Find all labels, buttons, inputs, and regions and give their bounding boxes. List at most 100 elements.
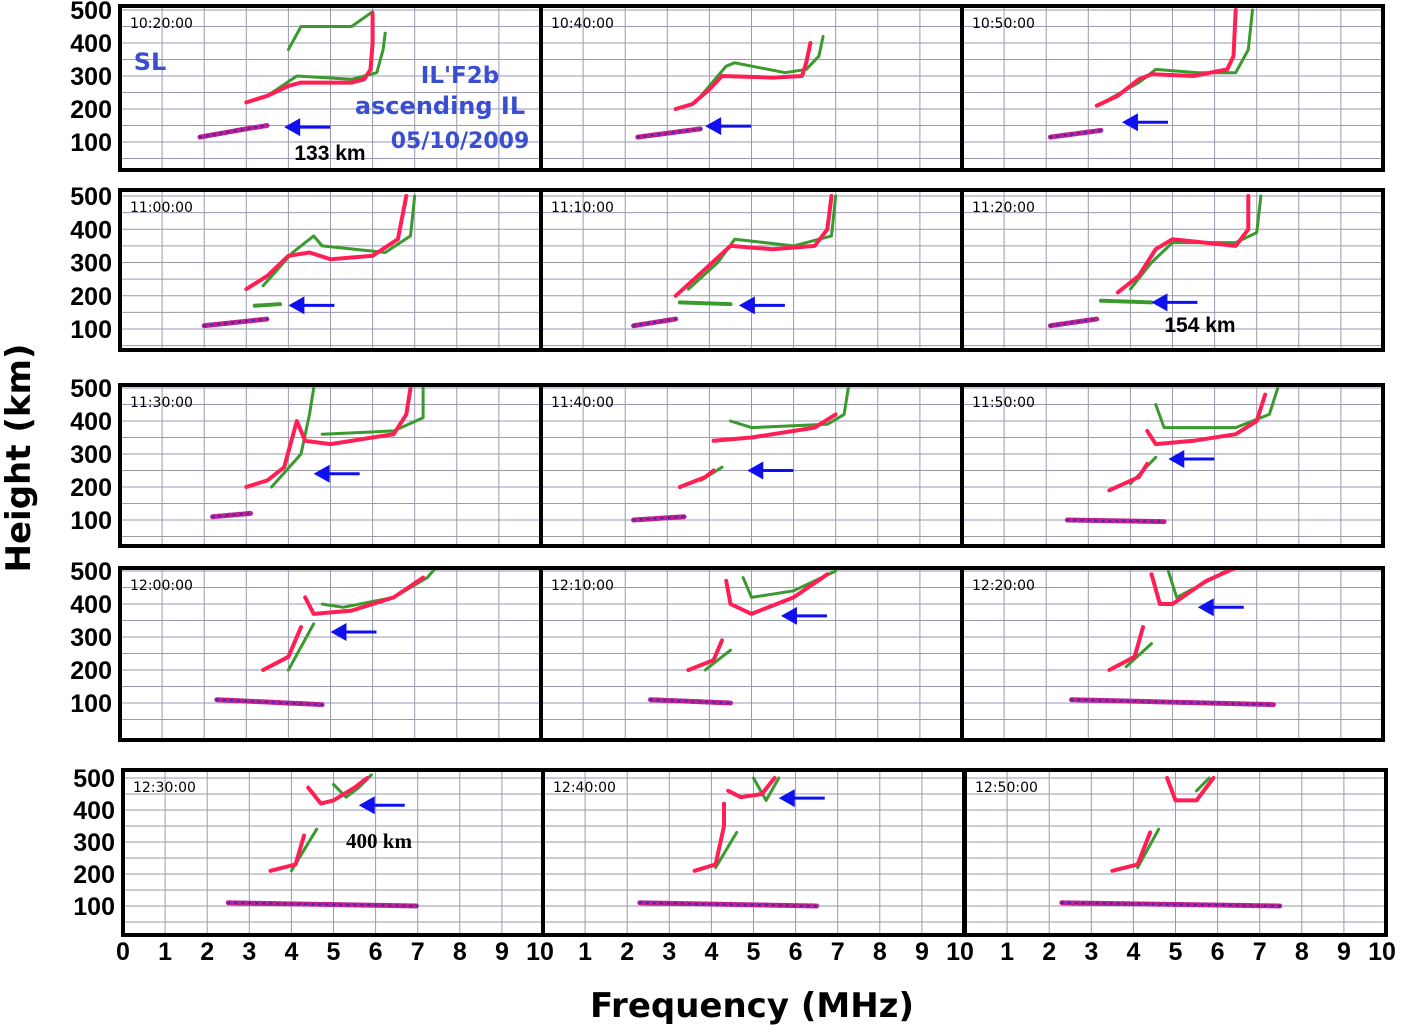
arrow-head <box>288 296 305 315</box>
es-trace <box>635 126 704 140</box>
panel-time-label: 10:50:00 <box>972 16 1035 32</box>
height-annotation: 154 km <box>1164 314 1235 337</box>
arrow-head <box>284 118 301 137</box>
es-trace-speckle <box>1070 698 1275 706</box>
es-trace-speckle <box>199 124 269 139</box>
y-tick-label: 400 <box>70 408 112 436</box>
x-tick-label: 10 <box>946 938 974 966</box>
o-mode-trace <box>673 41 813 111</box>
o-mode-trace <box>1107 461 1150 493</box>
o-mode-trace-upper <box>724 572 830 616</box>
x-tick-label: 5 <box>747 938 761 966</box>
x-tick-label: 4 <box>284 938 298 966</box>
panel-time-label: 12:40:00 <box>553 780 616 796</box>
arrow-head <box>1121 113 1138 132</box>
arrow-head <box>705 117 722 136</box>
panel-border <box>963 768 1388 937</box>
x-tick-label: 4 <box>1126 938 1140 966</box>
x-mode-trace <box>714 830 739 870</box>
y-tick-label: 200 <box>70 657 112 685</box>
y-tick-label: 200 <box>73 861 115 889</box>
x-tick-label: 7 <box>411 938 425 966</box>
x-mode-trace <box>1136 827 1161 870</box>
arrow-head <box>1168 449 1185 468</box>
x-tick-label: 9 <box>495 938 509 966</box>
panel-border <box>960 4 1385 172</box>
x-tick-label: 5 <box>1169 938 1183 966</box>
x-tick-label: 4 <box>704 938 718 966</box>
panel-time-label: 12:50:00 <box>975 780 1038 796</box>
x-tick-label: 8 <box>873 938 887 966</box>
o-mode-trace <box>244 386 413 489</box>
x-tick-label: 6 <box>1211 938 1225 966</box>
y-tick-label: 400 <box>70 216 112 244</box>
panel-time-label: 11:50:00 <box>972 395 1035 411</box>
x-tick-label: 1 <box>578 938 592 966</box>
o-mode-trace <box>1107 625 1145 672</box>
y-tick-label: 500 <box>70 183 112 211</box>
o-mode-trace <box>686 638 724 672</box>
x-tick-label: 3 <box>662 938 676 966</box>
y-tick-label: 500 <box>70 375 112 403</box>
es-trace-upper <box>252 302 282 308</box>
x-tick-label: 1 <box>1000 938 1014 966</box>
es-trace-upper <box>1098 298 1154 305</box>
arrow-head <box>313 464 330 483</box>
arrow-head <box>1151 293 1168 312</box>
height-annotation: 133 km <box>294 142 365 165</box>
ionogram-panel: 11:30:00 <box>118 383 543 548</box>
ionogram-panel: 12:20:00 <box>960 565 1385 742</box>
y-tick-label: 300 <box>70 624 112 652</box>
y-tick-label: 500 <box>70 558 112 586</box>
y-tick-label: 300 <box>70 250 112 278</box>
ionogram-panel: 12:10:00 <box>539 566 964 742</box>
es-trace-speckle <box>1049 318 1098 327</box>
ionogram-panel: 11:00:00 <box>118 188 543 352</box>
o-mode-trace <box>1094 8 1238 108</box>
panel-time-label: 11:30:00 <box>130 395 193 411</box>
station-label: SL <box>134 48 167 76</box>
o-mode-trace <box>244 11 375 105</box>
y-tick-label: 100 <box>70 316 112 344</box>
x-tick-label: 9 <box>915 938 929 966</box>
x-mode-trace <box>1124 642 1153 669</box>
y-tick-label: 500 <box>70 0 112 25</box>
panel-time-label: 11:00:00 <box>130 200 193 216</box>
y-tick-label: 200 <box>70 283 112 311</box>
es-trace-upper <box>677 300 733 307</box>
y-tick-label: 200 <box>70 96 112 124</box>
x-tick-label: 7 <box>831 938 845 966</box>
y-tick-label: 100 <box>70 129 112 157</box>
panel-border <box>960 383 1385 548</box>
es-trace <box>201 316 270 329</box>
panel-time-label: 12:10:00 <box>551 578 614 594</box>
panel-time-label: 11:20:00 <box>972 200 1035 216</box>
o-mode-trace-upper <box>306 776 370 806</box>
y-axis-label: Height (km) <box>0 344 39 573</box>
x-tick-label: 3 <box>1084 938 1098 966</box>
panel-time-label: 11:10:00 <box>551 200 614 216</box>
ionogram-panel: 12:00:00 <box>118 566 543 742</box>
x-tick-label: 6 <box>369 938 383 966</box>
y-tick-label: 500 <box>73 765 115 793</box>
x-tick-label: 2 <box>1042 938 1056 966</box>
x-tick-label: 1 <box>158 938 172 966</box>
x-mode-trace-upper <box>1154 386 1280 430</box>
es-trace-speckle <box>1066 519 1166 523</box>
es-trace <box>637 900 820 909</box>
o-mode-trace-upper <box>1149 565 1238 606</box>
y-tick-label: 400 <box>70 30 112 58</box>
ionogram-panel: 11:40:00 <box>539 383 964 548</box>
es-trace-speckle <box>649 698 732 704</box>
o-mode-trace-upper <box>1145 392 1268 447</box>
x-tick-label: 7 <box>1253 938 1267 966</box>
date-label: 05/10/2009 <box>391 129 530 154</box>
es-trace-speckle <box>632 515 686 521</box>
o-mode-trace <box>268 833 306 873</box>
x-tick-label: 3 <box>242 938 256 966</box>
ionogram-panel: 11:20:00 <box>960 188 1385 352</box>
y-tick-label: 200 <box>70 474 112 502</box>
es-trace-speckle <box>632 318 677 327</box>
x-mode-trace <box>699 34 825 98</box>
x-mode-trace-upper <box>320 386 425 436</box>
